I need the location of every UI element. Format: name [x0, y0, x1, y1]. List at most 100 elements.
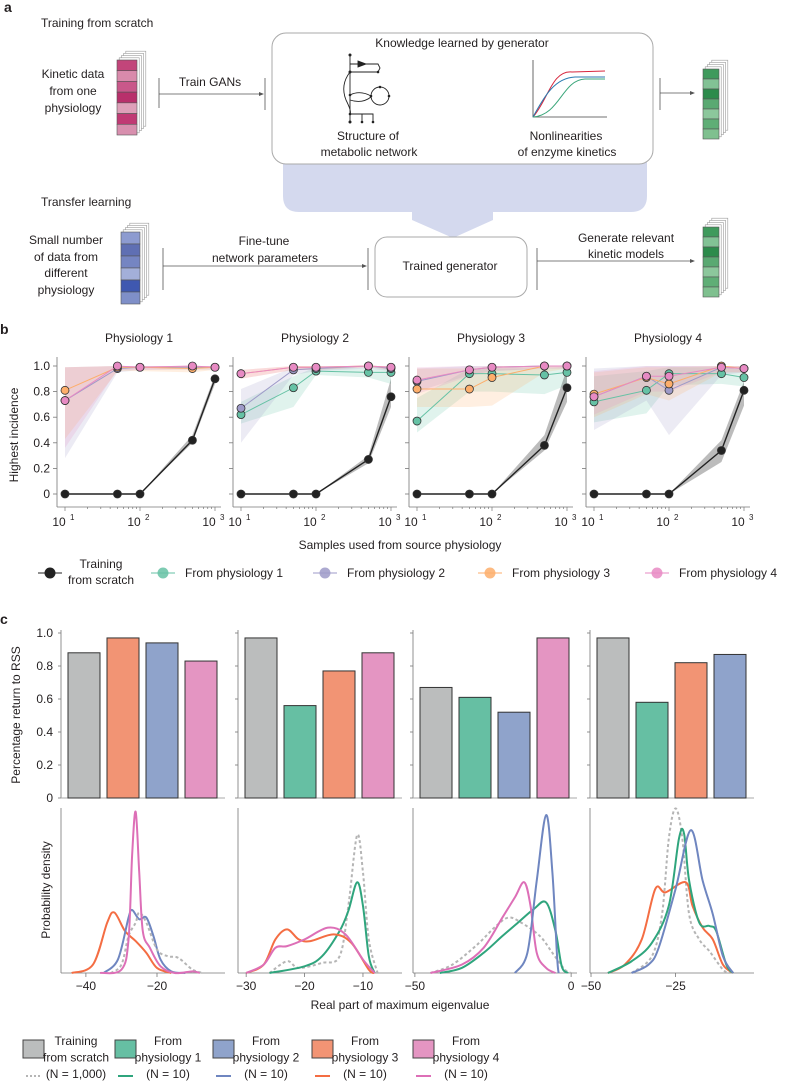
- nonlinearities-label-line1: Nonlinearities: [530, 129, 603, 143]
- data-point-p4: [289, 362, 298, 372]
- y-tick-label: 1.0: [33, 359, 50, 373]
- stack-cell: [120, 243, 141, 257]
- bar-subplot-3: [410, 630, 577, 799]
- density-curve-p1: [607, 827, 734, 974]
- bar-p3: [106, 637, 140, 799]
- y-tick-label: 0.6: [33, 410, 50, 424]
- data-point-p4: [236, 369, 246, 379]
- output-models-stack-icon: [702, 59, 729, 140]
- panel-b-chart: Physiology 100.20.40.60.81.010 1 10 2 10 3Phy…: [7, 331, 777, 587]
- x-tick-label: −25: [665, 979, 686, 993]
- legend-label-line3: (N = 1,000): [46, 1067, 106, 1081]
- data-point-scratch: [60, 489, 70, 499]
- bar-scratch: [67, 652, 101, 799]
- stack-cell: [116, 70, 138, 82]
- stack-cell: [702, 286, 720, 298]
- bar-subplot-4: [587, 630, 754, 799]
- y-tick-label: 0.8: [33, 385, 50, 399]
- bar-p3: [322, 670, 356, 799]
- data-point-scratch: [465, 489, 474, 499]
- x-tick-label: 10: [554, 515, 568, 529]
- legend-item-p3: From physiology 3: [478, 566, 610, 580]
- legend-label-line2: physiology 3: [332, 1051, 399, 1065]
- density-curve-p1: [269, 881, 376, 974]
- nonlinearities-label-line2: of enzyme kinetics: [518, 145, 617, 159]
- kinetic-data-label-line1: Kinetic data: [42, 67, 105, 81]
- flow-arrow-shape: [283, 160, 647, 238]
- stack-cell: [702, 118, 720, 130]
- structure-label-line1: Structure of: [337, 129, 400, 143]
- stack-cell: [116, 113, 138, 125]
- x-tick-label: 10: [731, 515, 745, 529]
- stack-cell: [702, 78, 720, 90]
- data-point-p4: [465, 365, 474, 375]
- x-tick-exponent: 1: [70, 513, 75, 522]
- density-curve-p4: [245, 926, 376, 974]
- data-point-scratch: [364, 455, 373, 464]
- data-point-p4: [210, 362, 220, 372]
- subplot-title: Physiology 3: [457, 331, 525, 345]
- x-tick-label: −10: [353, 979, 374, 993]
- legend-swatch: [412, 1039, 435, 1059]
- generate-label-line1: Generate relevant: [578, 231, 675, 245]
- trained-generator-label: Trained generator: [403, 259, 498, 273]
- x-tick-label: −50: [405, 979, 426, 993]
- panel-label-c: c: [0, 611, 8, 627]
- legend-item-p3: From physiology 3 (N = 10): [311, 1034, 399, 1081]
- stack-cell: [116, 91, 138, 104]
- density-subplot-3: −50 0: [405, 808, 577, 993]
- transfer-data-stack-icon: [120, 222, 150, 305]
- legend-item-p4: From physiology 4 (N = 10): [412, 1034, 500, 1081]
- data-point-p1: [642, 385, 651, 395]
- legend-item-scratch: Training from scratch: [38, 557, 134, 587]
- trained-generator-box: [374, 236, 528, 298]
- y-tick-label: 0.2: [36, 758, 53, 772]
- x-tick-label: 10: [228, 515, 242, 529]
- data-point-scratch: [135, 489, 145, 499]
- legend-label-line2: physiology 4: [433, 1051, 500, 1065]
- legend-label-line1: Training: [55, 1034, 98, 1048]
- stack-cell: [120, 231, 141, 245]
- stack-cell: [702, 88, 720, 100]
- confidence-band-p1: [417, 367, 567, 433]
- x-tick-label: 10: [656, 515, 670, 529]
- bar-p1: [635, 701, 669, 799]
- bar-p4: [361, 652, 395, 799]
- data-point-scratch: [540, 440, 549, 450]
- confidence-band-p3: [65, 366, 215, 439]
- legend-swatch: [114, 1039, 137, 1059]
- stack-cell: [120, 255, 141, 269]
- y-tick-label: 0.2: [33, 461, 50, 475]
- confidence-band-p1: [594, 367, 744, 423]
- stack-cell: [702, 108, 720, 120]
- x-tick-exponent: 2: [321, 513, 326, 522]
- x-tick-label: 10: [127, 515, 141, 529]
- small-data-label-line1: Small number: [29, 233, 103, 247]
- density-curve-p2: [631, 829, 734, 974]
- legend-marker: [319, 567, 331, 579]
- density-curve-scratch: [110, 911, 204, 974]
- x-tick-label: −20: [147, 979, 168, 993]
- stack-cell: [116, 102, 138, 114]
- confidence-band-scratch: [417, 368, 567, 494]
- kinetic-data-label-line2: from one: [49, 84, 97, 98]
- knowledge-title: Knowledge learned by generator: [375, 36, 548, 50]
- x-tick-label: 10: [378, 515, 392, 529]
- bar-scratch: [419, 686, 453, 799]
- legend-marker: [157, 567, 169, 579]
- x-tick-label: 0: [568, 979, 575, 993]
- data-point-scratch: [664, 489, 674, 499]
- arrow-head-icon: [690, 259, 695, 263]
- data-point-p4: [589, 392, 599, 402]
- metabolic-network-icon: [343, 53, 391, 124]
- x-tick-label: 10: [581, 515, 595, 529]
- data-point-p1: [289, 383, 298, 393]
- x-tick-label: 10: [479, 515, 493, 529]
- data-point-p4: [739, 364, 749, 373]
- panel-label-a: a: [4, 0, 12, 15]
- legend-item-p1: From physiology 1: [151, 566, 283, 580]
- source-data-stack-icon: [116, 50, 147, 136]
- x-tick-exponent: 2: [674, 513, 679, 522]
- data-point-scratch: [739, 385, 749, 395]
